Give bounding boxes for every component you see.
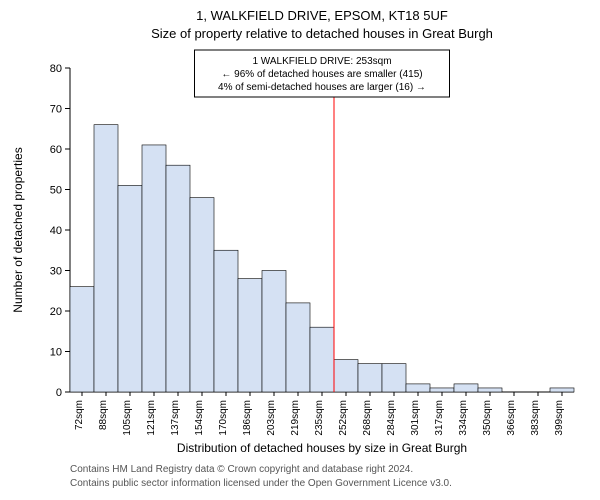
bar <box>358 364 382 392</box>
y-tick-label: 40 <box>50 225 62 237</box>
x-tick-label: 170sqm <box>218 400 229 436</box>
bar <box>334 360 358 392</box>
bar <box>550 388 574 392</box>
x-tick-label: 121sqm <box>146 400 157 436</box>
y-tick-label: 20 <box>50 306 62 318</box>
x-tick-label: 88sqm <box>98 400 109 430</box>
footer-line1: Contains HM Land Registry data © Crown c… <box>70 464 413 475</box>
y-tick-label: 60 <box>50 144 62 156</box>
infobox-line: 1 WALKFIELD DRIVE: 253sqm <box>252 56 391 67</box>
footer-line2: Contains public sector information licen… <box>70 478 452 489</box>
bar <box>478 388 502 392</box>
infobox-line: ← 96% of detached houses are smaller (41… <box>221 69 422 80</box>
chart-title-line1: 1, WALKFIELD DRIVE, EPSOM, KT18 5UF <box>196 8 448 23</box>
bar <box>142 145 166 392</box>
chart-svg: 1, WALKFIELD DRIVE, EPSOM, KT18 5UF Size … <box>0 0 600 500</box>
bar <box>286 303 310 392</box>
x-axis-label: Distribution of detached houses by size … <box>177 441 467 455</box>
bar <box>238 279 262 392</box>
x-tick-label: 186sqm <box>242 400 253 436</box>
bar <box>382 364 406 392</box>
x-tick-label: 252sqm <box>338 400 349 436</box>
y-tick-label: 10 <box>50 347 62 359</box>
x-tick-label: 284sqm <box>386 400 397 436</box>
x-tick-label: 219sqm <box>290 400 301 436</box>
y-axis-label: Number of detached properties <box>11 147 25 312</box>
x-tick-label: 105sqm <box>122 400 133 436</box>
x-tick-label: 137sqm <box>170 400 181 436</box>
y-tick-label: 70 <box>50 104 62 116</box>
y-tick-label: 50 <box>50 185 62 197</box>
x-tick-label: 301sqm <box>410 400 421 436</box>
bar <box>70 287 94 392</box>
x-tick-label: 383sqm <box>530 400 541 436</box>
x-tick-label: 235sqm <box>314 400 325 436</box>
bar <box>310 327 334 392</box>
bar <box>166 165 190 392</box>
bar <box>94 125 118 392</box>
x-tick-label: 268sqm <box>362 400 373 436</box>
bar <box>430 388 454 392</box>
bar <box>118 185 142 392</box>
x-tick-label: 203sqm <box>266 400 277 436</box>
x-tick-label: 72sqm <box>74 400 85 430</box>
infobox-line: 4% of semi-detached houses are larger (1… <box>218 82 426 93</box>
y-tick-label: 0 <box>56 387 62 399</box>
bar <box>190 198 214 392</box>
x-tick-label: 334sqm <box>458 400 469 436</box>
x-tick-label: 366sqm <box>506 400 517 436</box>
x-tick-label: 317sqm <box>434 400 445 436</box>
bar <box>454 384 478 392</box>
x-tick-label: 154sqm <box>194 400 205 436</box>
y-tick-label: 80 <box>50 63 62 75</box>
y-tick-label: 30 <box>50 266 62 278</box>
chart-title-line2: Size of property relative to detached ho… <box>151 26 493 41</box>
bar <box>406 384 430 392</box>
bar <box>262 271 286 393</box>
x-tick-label: 350sqm <box>482 400 493 436</box>
bar <box>214 250 238 392</box>
x-tick-label: 399sqm <box>554 400 565 436</box>
